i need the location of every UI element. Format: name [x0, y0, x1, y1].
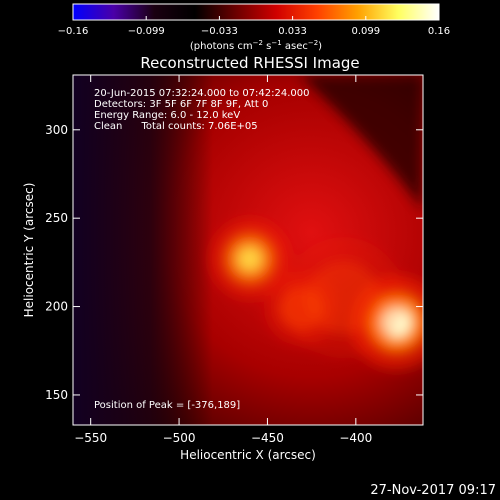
annotation-block: 20-Jun-2015 07:32:24.000 to 07:42:24.000…	[94, 88, 310, 132]
y-tick-label: 250	[45, 211, 68, 225]
y-tick-label: 300	[45, 123, 68, 137]
colorbar-tick-label: 0.099	[351, 26, 380, 37]
y-tick-label: 200	[45, 300, 68, 314]
y-axis-label: Heliocentric Y (arcsec)	[22, 183, 36, 318]
colorbar-tick-label: 0.033	[278, 26, 307, 37]
flare-source	[306, 261, 381, 335]
x-tick-label: −500	[163, 431, 196, 445]
colorbar-tick-label: −0.099	[128, 26, 165, 37]
peak-position-label: Position of Peak = [-376,189]	[94, 400, 240, 411]
annotation-total-counts: Clean Total counts: 7.06E+05	[94, 121, 258, 132]
x-axis-label: Heliocentric X (arcsec)	[180, 448, 316, 462]
colorbar-tick-label: 0.16	[428, 26, 450, 37]
plot-frame: −550 −500 −450 −400 150 200 250 300	[45, 74, 424, 445]
colorbar-ticks: −0.16 −0.099 −0.033 0.033 0.099 0.16	[58, 16, 450, 37]
x-tick-label: −550	[74, 431, 107, 445]
colorbar-tick-label: −0.033	[201, 26, 238, 37]
flare-source-core	[237, 246, 263, 272]
x-axis-ticks: −550 −500 −450 −400	[74, 75, 372, 445]
flare-sources	[209, 218, 423, 370]
annotation-time-range: 20-Jun-2015 07:32:24.000 to 07:42:24.000	[94, 88, 310, 99]
x-tick-label: −450	[251, 431, 284, 445]
annotation-energy-range: Energy Range: 6.0 - 12.0 keV	[94, 110, 240, 121]
annotation-detectors: Detectors: 3F 5F 6F 7F 8F 9F, Att 0	[94, 99, 268, 110]
y-tick-label: 150	[45, 388, 68, 402]
colorbar-tick-label: −0.16	[58, 26, 89, 37]
colorbar: −0.16 −0.099 −0.033 0.033 0.099 0.16 (photons…	[58, 3, 450, 52]
heatmap-image	[73, 75, 423, 425]
x-tick-label: −400	[339, 431, 372, 445]
chart-title: Reconstructed RHESSI Image	[140, 54, 359, 72]
y-axis-ticks: 150 200 250 300	[45, 123, 423, 402]
footer-timestamp: 27-Nov-2017 09:17	[370, 483, 496, 498]
colorbar-unit-label: (photons cm−2 s−1 asec−2)	[190, 39, 322, 52]
colorbar-gradient	[72, 3, 440, 21]
